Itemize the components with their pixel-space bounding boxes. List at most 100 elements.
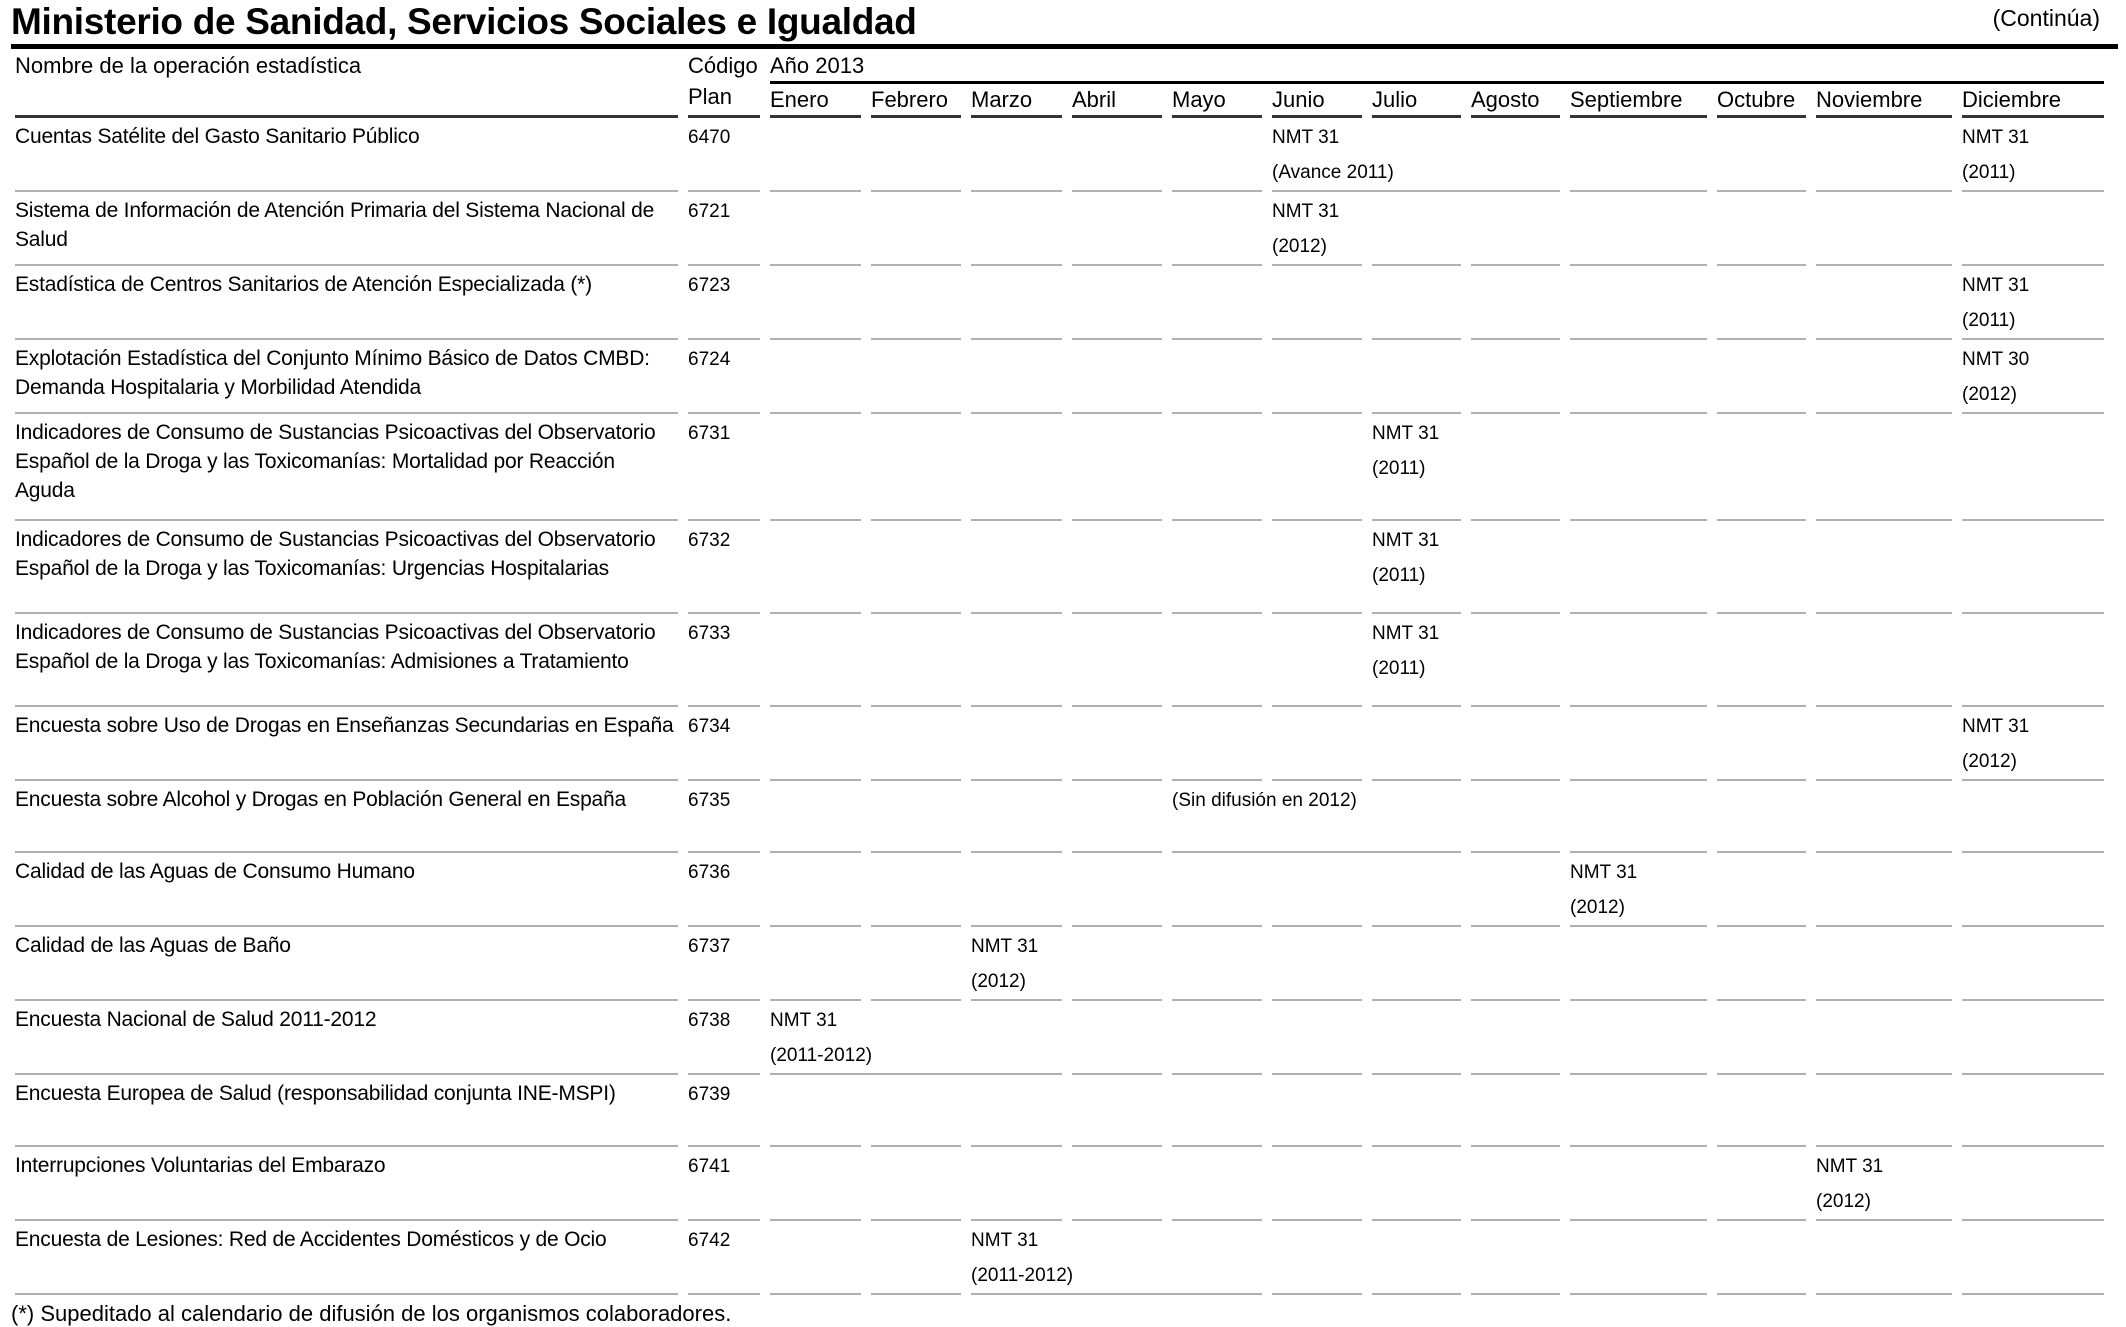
month-cell (1172, 1147, 1262, 1221)
month-cell (971, 118, 1062, 192)
month-cell (770, 192, 861, 266)
footnote: (*) Supeditado al calendario de difusión… (11, 1301, 732, 1326)
month-cell (1570, 266, 1707, 340)
month-cell: (Sin difusión en 2012) (1172, 781, 1461, 853)
release-text: NMT 31 (770, 1010, 838, 1031)
month-cell (871, 266, 961, 340)
operation-name: Estadística de Centros Sanitarios de Ate… (15, 266, 678, 340)
release-text: (2011) (1962, 310, 2016, 331)
month-cell: NMT 31 (2011-2012) (971, 1221, 1262, 1295)
month-cell (1072, 614, 1162, 707)
month-cell: NMT 31 (2011) (1962, 266, 2104, 340)
release-text: (2012) (1570, 897, 1625, 918)
plan-code: 6734 (688, 707, 760, 781)
release-text: NMT 31 (1272, 201, 1340, 222)
month-cell (770, 614, 861, 707)
month-cell (1570, 1147, 1707, 1221)
month-cell (871, 1147, 961, 1221)
header-code-l2: Plan (688, 84, 733, 109)
month-cell (971, 1075, 1062, 1147)
table-row: Calidad de las Aguas de Consumo Humano 67… (15, 853, 2104, 927)
month-cell (1172, 266, 1262, 340)
release-text: (2011) (1962, 162, 2016, 183)
month-cell: NMT 31 (2011) (1372, 414, 1461, 521)
month-cell (1717, 1147, 1806, 1221)
operation-name: Indicadores de Consumo de Sustancias Psi… (15, 614, 678, 707)
month-cell (1962, 521, 2104, 614)
month-cell (1570, 707, 1707, 781)
month-cell: NMT 31 (2012) (1272, 192, 1362, 266)
month-cell (1272, 707, 1362, 781)
release-text: (2011) (1372, 658, 1426, 679)
content: Nombre de la operación estadística Códig… (5, 50, 2114, 1327)
month-cell (1570, 927, 1707, 1001)
month-cell (770, 1221, 861, 1295)
release-text: NMT 31 (1962, 127, 2030, 148)
month-cell (1372, 927, 1461, 1001)
month-cell (871, 614, 961, 707)
month-cell (1816, 853, 1952, 927)
month-cell (1471, 340, 1560, 414)
month-cell (1372, 1147, 1461, 1221)
month-cell (1962, 414, 2104, 521)
month-cell (1172, 1001, 1262, 1075)
operation-name: Encuesta sobre Uso de Drogas en Enseñanz… (15, 707, 678, 781)
table-row: Explotación Estadística del Conjunto Mín… (15, 340, 2104, 414)
month-cell (1471, 853, 1560, 927)
month-cell (1072, 521, 1162, 614)
month-cell (871, 853, 961, 927)
month-cell (1962, 1001, 2104, 1075)
month-cell (1570, 118, 1707, 192)
header-month-junio: Junio (1272, 84, 1362, 118)
month-cell (1471, 192, 1560, 266)
release-text: NMT 31 (1816, 1156, 1884, 1177)
month-cell (1962, 192, 2104, 266)
month-cell (1372, 340, 1461, 414)
month-cell (1072, 414, 1162, 521)
month-cell: NMT 31 (2011) (1372, 521, 1461, 614)
release-text: NMT 31 (971, 936, 1039, 957)
month-cell (1272, 927, 1362, 1001)
month-cell (1570, 414, 1707, 521)
month-cell (1717, 1221, 1806, 1295)
operation-name: Calidad de las Aguas de Baño (15, 927, 678, 1001)
release-text: NMT 31 (971, 1230, 1039, 1251)
month-cell (1272, 266, 1362, 340)
month-cell (971, 707, 1062, 781)
month-cell (770, 521, 861, 614)
month-cell (1072, 781, 1162, 853)
plan-code: 6741 (688, 1147, 760, 1221)
month-cell (1272, 1075, 1362, 1147)
plan-code: 6721 (688, 192, 760, 266)
month-cell (971, 266, 1062, 340)
month-cell (1372, 266, 1461, 340)
header-year: Año 2013 (770, 50, 2104, 84)
month-cell (1717, 1001, 1806, 1075)
month-cell (1816, 192, 1952, 266)
month-cell (1816, 614, 1952, 707)
month-cell (1816, 781, 1952, 853)
month-cell (1172, 521, 1262, 614)
month-cell (770, 781, 861, 853)
month-cell (1272, 1221, 1362, 1295)
month-cell (1717, 414, 1806, 521)
operation-name: Encuesta sobre Alcohol y Drogas en Pobla… (15, 781, 678, 853)
table-row: Encuesta Europea de Salud (responsabilid… (15, 1075, 2104, 1147)
month-cell (1962, 853, 2104, 927)
operation-name: Interrupciones Voluntarias del Embarazo (15, 1147, 678, 1221)
month-cell (1717, 266, 1806, 340)
month-cell (1072, 266, 1162, 340)
month-cell: NMT 31 (2011-2012) (770, 1001, 1062, 1075)
table-row: Calidad de las Aguas de Baño 6737 NMT 31 (2… (15, 927, 2104, 1001)
month-cell (1962, 927, 2104, 1001)
month-cell (1172, 927, 1262, 1001)
release-text: (2012) (971, 971, 1026, 992)
month-cell (1072, 1075, 1162, 1147)
month-cell (770, 927, 861, 1001)
table-row: Interrupciones Voluntarias del Embarazo 6… (15, 1147, 2104, 1221)
table-row: Indicadores de Consumo de Sustancias Psi… (15, 614, 2104, 707)
operation-name: Explotación Estadística del Conjunto Mín… (15, 340, 678, 414)
month-cell (971, 414, 1062, 521)
month-cell (1570, 1001, 1707, 1075)
header-month-marzo: Marzo (971, 84, 1062, 118)
